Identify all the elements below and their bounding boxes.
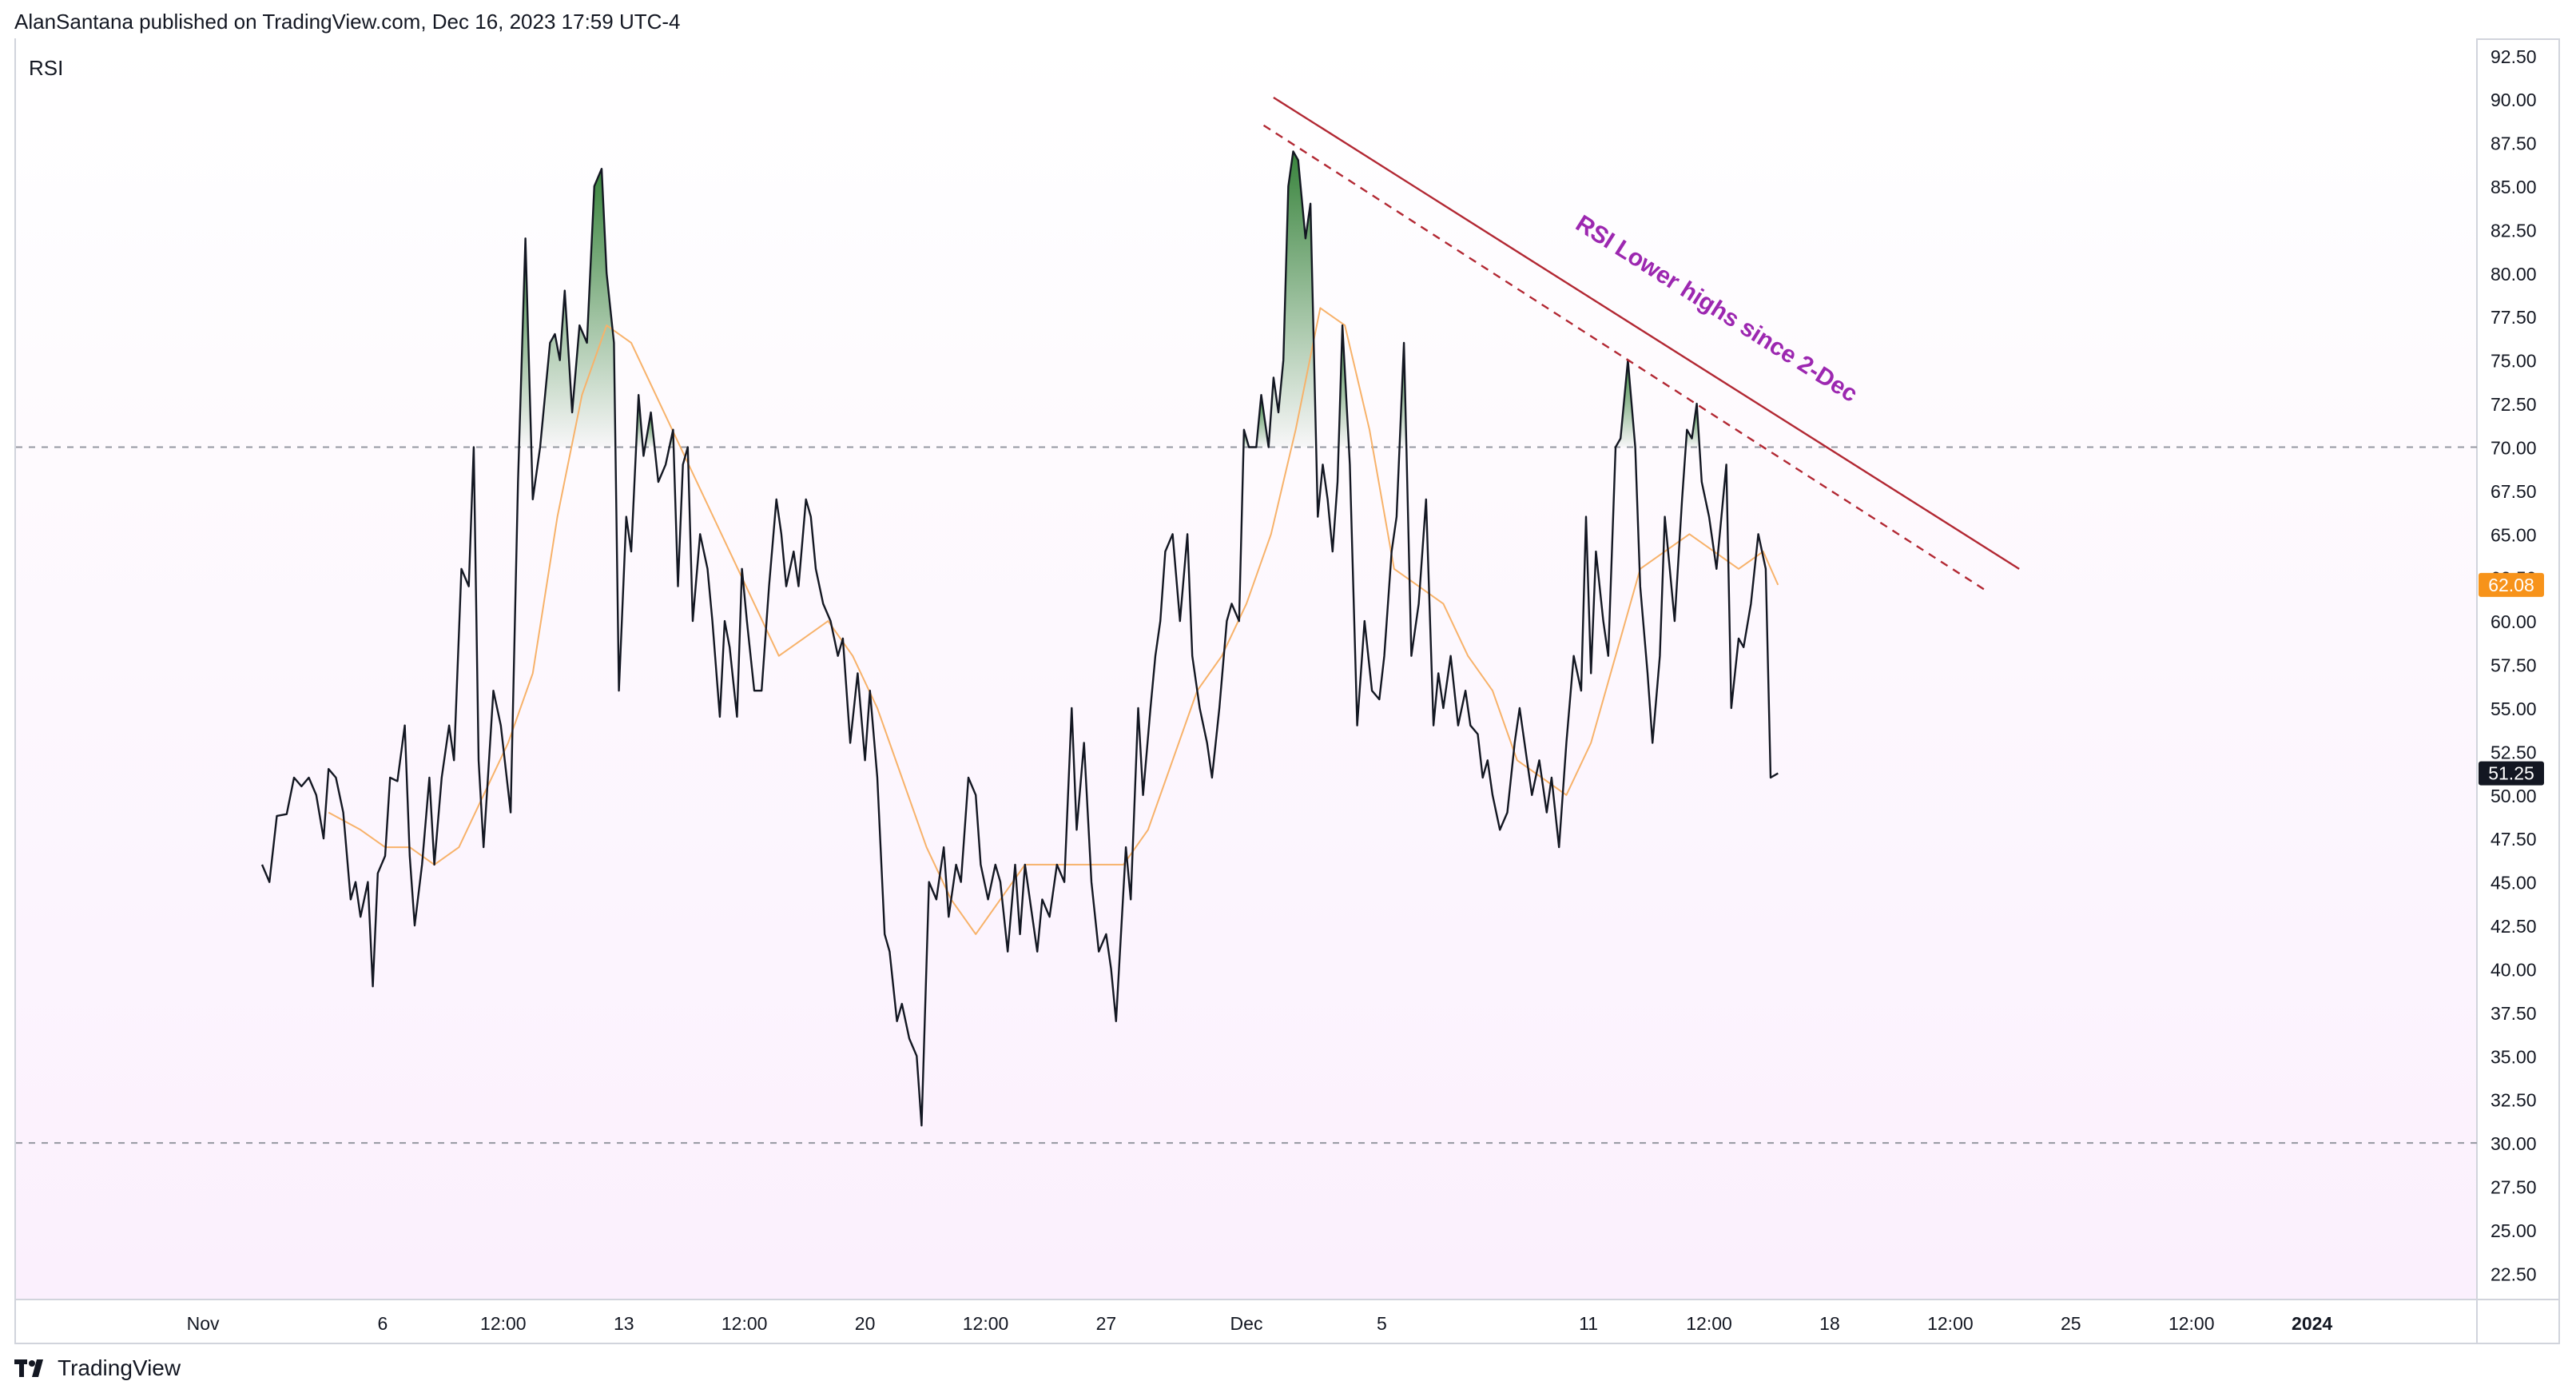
current-rsi-badge-bg [2479, 761, 2544, 786]
tradingview-logo[interactable]: TradingView [14, 1355, 181, 1381]
x-tick-label-1: 6 [378, 1313, 388, 1334]
tradingview-logo-icon [14, 1359, 43, 1377]
x-tick-label-7: 27 [1096, 1313, 1117, 1334]
overbought-fill-1 [540, 169, 616, 448]
series-rsi-ma-line [328, 307, 1779, 935]
x-tick-label-5: 20 [855, 1313, 876, 1334]
y-tick-label-18: 67.50 [2491, 481, 2537, 502]
overbought-fill-8 [1338, 325, 1350, 448]
x-tick-label-4: 12:00 [722, 1313, 768, 1334]
rsi-band-background [16, 38, 2477, 1299]
x-tick-label-13: 12:00 [1927, 1313, 1974, 1334]
y-tick-label-11: 50.00 [2491, 786, 2537, 806]
y-tick-label-1: 25.00 [2491, 1220, 2537, 1241]
y-tick-label-20: 72.50 [2491, 394, 2537, 415]
y-tick-label-12: 52.50 [2491, 742, 2537, 762]
x-tick-label-10: 11 [1579, 1313, 1598, 1334]
y-tick-label-21: 75.00 [2491, 351, 2537, 372]
current-ma-badge: 62.08 [2488, 575, 2534, 595]
trendline-solid[interactable] [1273, 96, 2020, 570]
y-tick-label-26: 87.50 [2491, 133, 2537, 154]
overbought-fill-6 [1256, 395, 1269, 448]
indicator-label[interactable]: RSI [29, 56, 63, 80]
brand-name: TradingView [58, 1355, 181, 1380]
y-tick-label-17: 65.00 [2491, 524, 2537, 545]
y-tick-label-10: 47.50 [2491, 829, 2537, 850]
x-tick-label-8: Dec [1230, 1313, 1263, 1334]
x-tick-label-3: 13 [614, 1313, 634, 1334]
y-tick-label-0: 22.50 [2491, 1264, 2537, 1284]
y-tick-label-2: 27.50 [2491, 1177, 2537, 1198]
y-tick-label-3: 30.00 [2491, 1133, 2537, 1154]
overbought-fill-7 [1268, 151, 1317, 448]
y-tick-label-23: 80.00 [2491, 264, 2537, 285]
publisher-line: AlanSantana published on TradingView.com… [14, 10, 681, 34]
y-tick-label-6: 37.50 [2491, 1003, 2537, 1024]
x-tick-label-2: 12:00 [480, 1313, 527, 1334]
overbought-fill-10 [1616, 360, 1636, 448]
x-tick-label-9: 5 [1377, 1313, 1387, 1334]
y-tick-label-7: 40.00 [2491, 959, 2537, 980]
overbought-fill-0 [519, 238, 531, 448]
x-tick-label-11: 12:00 [1686, 1313, 1732, 1334]
x-tick-label-12: 18 [1819, 1313, 1840, 1334]
y-tick-label-27: 90.00 [2491, 90, 2537, 110]
y-tick-label-28: 92.50 [2491, 46, 2537, 67]
series-rsi-line [260, 150, 1779, 1127]
y-tick-label-9: 45.00 [2491, 873, 2537, 894]
y-tick-label-8: 42.50 [2491, 916, 2537, 937]
y-tick-label-15: 60.00 [2491, 611, 2537, 632]
y-tick-label-4: 32.50 [2491, 1090, 2537, 1111]
x-tick-label-0: Nov [187, 1313, 220, 1334]
x-tick-label-6: 12:00 [963, 1313, 1009, 1334]
y-tick-label-14: 57.50 [2491, 655, 2537, 676]
y-tick-label-19: 70.00 [2491, 437, 2537, 458]
x-tick-label-15: 12:00 [2169, 1313, 2215, 1334]
y-tick-label-13: 55.00 [2491, 698, 2537, 719]
current-ma-badge-bg [2479, 572, 2544, 597]
y-tick-label-24: 82.50 [2491, 220, 2537, 241]
x-tick-label-16: 2024 [2292, 1313, 2332, 1334]
y-tick-label-25: 85.00 [2491, 177, 2537, 197]
y-tick-label-22: 77.50 [2491, 307, 2537, 328]
current-rsi-badge: 51.25 [2488, 763, 2534, 784]
y-tick-label-5: 35.00 [2491, 1046, 2537, 1067]
x-tick-label-14: 25 [2061, 1313, 2081, 1334]
